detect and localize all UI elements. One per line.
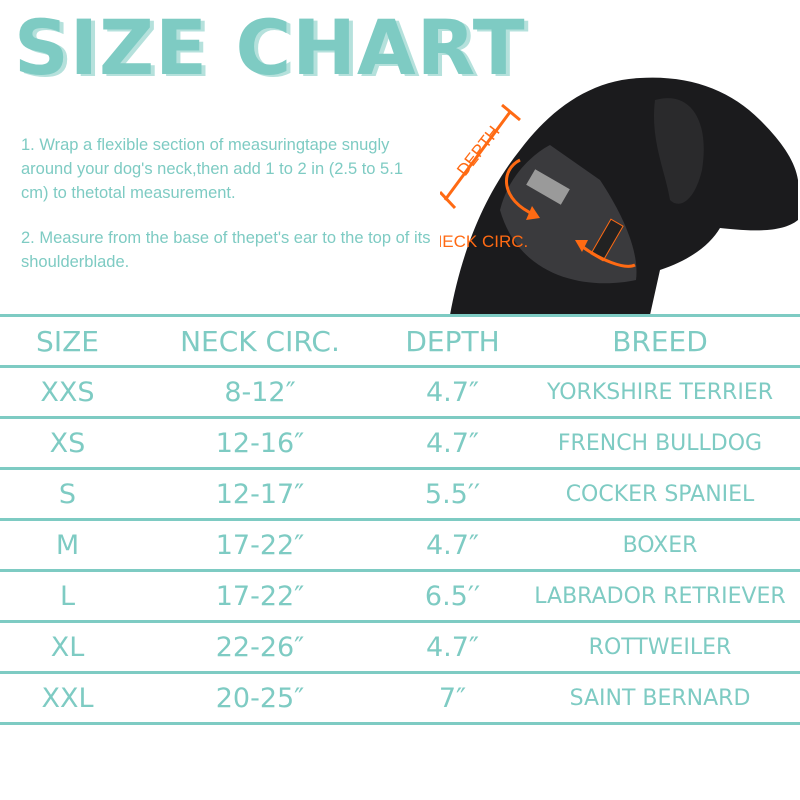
neck-circ-label: NECK CIRC. [440,232,528,251]
collar-strap [526,169,570,205]
table-row: S 12-17″ 5.5′′ COCKER SPANIEL [0,467,800,521]
depth-label: DEPTH [453,122,503,179]
cell-neck-circ: 20-25″ [135,671,385,725]
cell-neck-circ: 22-26″ [135,620,385,674]
cell-breed: YORKSHIRE TERRIER [520,365,800,419]
cell-neck-circ: 8-12″ [135,365,385,419]
cell-breed: COCKER SPANIEL [520,467,800,521]
cell-neck-circ: 12-17″ [135,467,385,521]
cell-depth: 4.7″ [385,620,520,674]
table-row: XXS 8-12″ 4.7″ YORKSHIRE TERRIER [0,365,800,419]
dog-collar-photo: DEPTH NECK CIRC. [440,77,798,315]
cell-breed: LABRADOR RETRIEVER [520,569,800,623]
page-title: SIZE CHART [14,3,526,92]
cell-size: M [0,518,135,572]
cell-depth: 4.7″ [385,518,520,572]
instruction-2: 2. Measure from the base of thepet's ear… [21,229,431,271]
table-row: XXL 20-25″ 7″ SAINT BERNARD [0,671,800,725]
header-depth: DEPTH [385,314,520,368]
header-neck-circ: NECK CIRC. [135,314,385,368]
cell-size: XS [0,416,135,470]
table-row: L 17-22″ 6.5′′ LABRADOR RETRIEVER [0,569,800,623]
cell-depth: 6.5′′ [385,569,520,623]
cell-size: XXS [0,365,135,419]
instruction-1: 1. Wrap a flexible section of measuringt… [21,136,403,202]
cell-depth: 5.5′′ [385,467,520,521]
table-row: XS 12-16″ 4.7″ FRENCH BULLDOG [0,416,800,470]
cell-size: XXL [0,671,135,725]
dog-ear [653,98,704,204]
size-table: SIZE NECK CIRC. DEPTH BREED XXS 8-12″ 4.7″… [0,314,800,725]
table-row: M 17-22″ 4.7″ BOXER [0,518,800,572]
table-header-row: SIZE NECK CIRC. DEPTH BREED [0,314,800,368]
cell-breed: BOXER [520,518,800,572]
cell-breed: ROTTWEILER [520,620,800,674]
neck-arrow-bottom [579,243,636,268]
cell-size: S [0,467,135,521]
cell-neck-circ: 17-22″ [135,569,385,623]
header-breed: BREED [520,314,800,368]
cell-breed: SAINT BERNARD [520,671,800,725]
cell-depth: 4.7″ [385,365,520,419]
cell-neck-circ: 12-16″ [135,416,385,470]
cell-depth: 7″ [385,671,520,725]
neck-arrow-top [505,158,536,217]
cell-size: XL [0,620,135,674]
cell-depth: 4.7″ [385,416,520,470]
table-row: XL 22-26″ 4.7″ ROTTWEILER [0,620,800,674]
cell-breed: FRENCH BULLDOG [520,416,800,470]
cell-neck-circ: 17-22″ [135,518,385,572]
header-size: SIZE [0,314,135,368]
cell-size: L [0,569,135,623]
